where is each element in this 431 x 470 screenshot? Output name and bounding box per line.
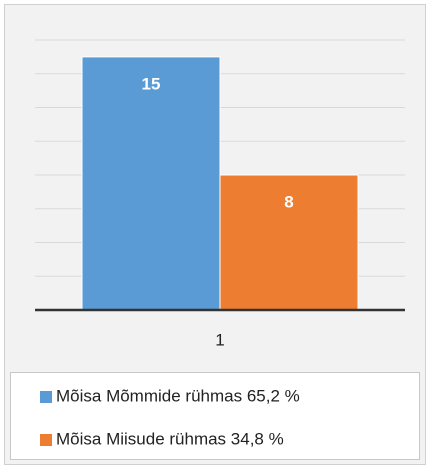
data-label: 8 [284,192,293,211]
legend-label: Mõisa Miisude rühmas 34,8 % [56,429,284,448]
legend-swatch [40,434,52,446]
bar [81,56,221,311]
data-label: 15 [142,74,161,93]
x-tick-label: 1 [215,330,224,349]
legend-box [10,372,420,460]
legend-label: Mõisa Mõmmide rühmas 65,2 % [56,386,300,405]
legend-swatch [40,391,52,403]
